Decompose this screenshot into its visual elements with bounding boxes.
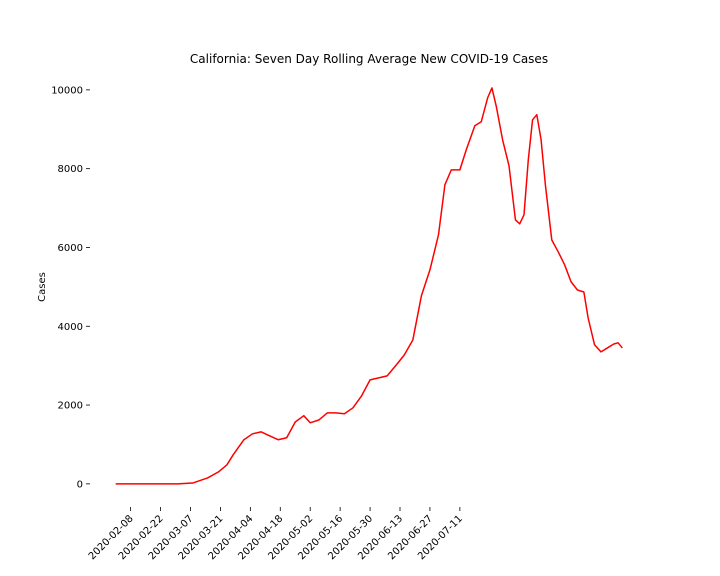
y-tick-label: 2000 <box>58 401 83 412</box>
y-axis-label: Cases <box>37 272 48 302</box>
data-line <box>115 87 623 485</box>
y-tick-label: 8000 <box>58 164 83 175</box>
y-tick-label: 10000 <box>51 85 83 96</box>
chart-title: California: Seven Day Rolling Average Ne… <box>190 52 548 66</box>
y-tick-label: 6000 <box>58 243 83 254</box>
y-tick-label: 4000 <box>58 322 83 333</box>
y-tick-label: 0 <box>77 479 83 490</box>
